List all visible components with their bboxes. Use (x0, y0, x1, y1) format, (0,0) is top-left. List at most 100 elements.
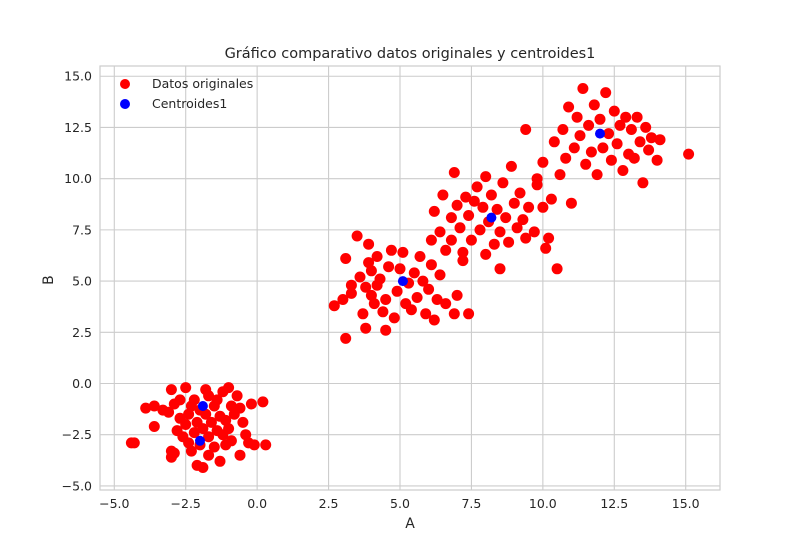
data-point (505, 160, 517, 172)
data-point (514, 187, 526, 199)
data-point (600, 87, 612, 99)
x-tick-label: 12.5 (600, 496, 628, 511)
plot-frame (99, 65, 721, 491)
data-point (245, 398, 257, 410)
x-tick-label: −5.0 (99, 496, 129, 511)
data-point (614, 119, 626, 131)
data-point (477, 201, 489, 213)
data-point (491, 203, 503, 215)
data-point (448, 167, 460, 178)
data-point (611, 138, 623, 150)
x-tick-label: 2.5 (319, 496, 339, 511)
data-point (643, 144, 655, 156)
data-point (214, 455, 226, 467)
data-point (345, 287, 357, 299)
data-points (125, 83, 695, 473)
data-point (448, 308, 460, 320)
data-point (340, 332, 352, 344)
data-point (225, 435, 237, 447)
data-point (511, 222, 523, 234)
data-point (457, 246, 469, 258)
data-point (148, 421, 160, 432)
data-point (537, 156, 549, 168)
data-point (188, 427, 200, 439)
legend-marker-datos-originales (120, 79, 130, 89)
data-point (654, 134, 666, 146)
data-point (371, 251, 383, 262)
data-point (480, 171, 492, 183)
data-point (440, 298, 452, 310)
data-point (363, 238, 375, 250)
y-tick-label: 5.0 (72, 274, 92, 289)
data-point (471, 181, 483, 193)
y-tick-label: 15.0 (64, 69, 92, 84)
x-tick-label: 0.0 (247, 496, 267, 511)
data-point (497, 177, 509, 189)
data-point (523, 201, 535, 213)
data-point (420, 308, 432, 320)
data-point (517, 214, 529, 226)
data-point (237, 416, 249, 428)
data-point (605, 154, 617, 166)
data-point (203, 449, 215, 461)
data-point (628, 152, 640, 164)
data-point (340, 253, 352, 264)
data-point (508, 197, 520, 209)
data-point (560, 152, 572, 164)
data-point (197, 423, 209, 435)
data-point (454, 222, 466, 234)
y-tick-label: 12.5 (64, 120, 92, 135)
x-tick-label: 10.0 (529, 496, 557, 511)
centroid-point (595, 128, 605, 139)
data-point (148, 400, 160, 412)
data-point (174, 394, 186, 406)
data-point (451, 289, 463, 301)
y-tick-label: 0.0 (72, 376, 92, 391)
data-point (351, 230, 363, 242)
data-point (185, 445, 197, 457)
data-point (494, 263, 506, 275)
data-point (374, 273, 386, 285)
data-point (651, 154, 663, 166)
data-point (503, 236, 515, 248)
data-point (168, 447, 180, 459)
data-point (360, 322, 372, 334)
data-point (165, 384, 177, 396)
legend: Datos originales Centroides1 (120, 76, 253, 111)
data-point (494, 226, 506, 238)
data-point (425, 259, 437, 271)
data-point (594, 113, 606, 125)
data-point (563, 101, 575, 113)
data-point (328, 300, 340, 312)
data-point (368, 298, 380, 310)
data-point (388, 312, 400, 324)
data-point (603, 128, 615, 140)
data-point (580, 158, 592, 170)
data-point (234, 402, 246, 414)
data-point (257, 396, 269, 408)
data-point (163, 406, 175, 418)
data-point (597, 142, 609, 154)
data-point (197, 462, 209, 473)
data-point (205, 416, 217, 428)
data-point (543, 232, 555, 244)
legend-marker-centroides1 (120, 99, 130, 109)
centroid-point (197, 401, 208, 411)
chart-title: Gráfico comparativo datos originales y c… (225, 46, 596, 62)
centroid-point (195, 435, 205, 446)
data-point (431, 294, 443, 305)
data-point (234, 449, 246, 461)
data-point (380, 294, 392, 305)
data-point (583, 119, 595, 131)
data-point (354, 271, 366, 283)
data-point (180, 419, 192, 430)
data-point (337, 294, 349, 305)
y-tick-label: 2.5 (72, 325, 92, 340)
data-point (437, 189, 449, 201)
data-point (608, 105, 620, 117)
data-point (377, 306, 389, 318)
data-point (445, 234, 457, 246)
data-point (203, 390, 215, 402)
data-point (180, 382, 192, 394)
